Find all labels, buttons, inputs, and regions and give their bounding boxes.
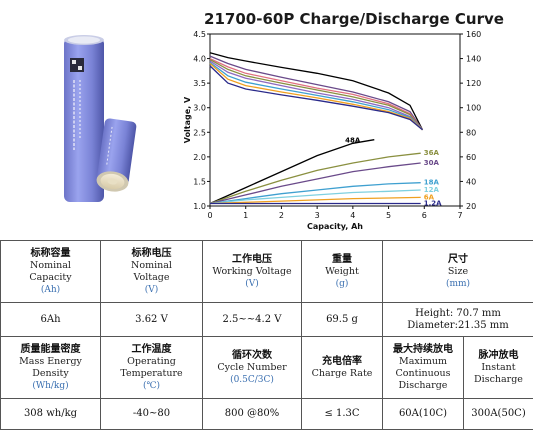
- header-cycle-number: 循环次数 Cycle Number (0.5C/3C): [203, 337, 302, 399]
- x-tick-label: 6: [422, 211, 427, 220]
- y2-tick-label: 140: [466, 55, 481, 64]
- y-tick-label: 1.5: [193, 177, 206, 186]
- y2-tick-label: 20: [466, 202, 476, 211]
- battery-photo: [0, 0, 168, 232]
- y2-tick-label: 120: [466, 79, 481, 88]
- value-max-continuous-discharge: 60A(10C): [383, 399, 464, 430]
- temperature-curve-48A: [210, 140, 374, 204]
- value-operating-temperature: -40~80: [101, 399, 203, 430]
- header-charge-rate: 充电倍率 Charge Rate: [302, 337, 383, 399]
- series-label-1.2A: 1.2A: [424, 200, 442, 208]
- series-label-48A: 48A: [345, 137, 361, 145]
- series-label-30A: 30A: [424, 159, 440, 167]
- y-tick-label: 2.5: [193, 128, 206, 137]
- y-tick-label: 4.0: [193, 55, 206, 64]
- header-working-voltage: 工作电压 Working Voltage (V): [203, 241, 302, 303]
- x-tick-label: 2: [279, 211, 284, 220]
- value-charge-rate: ≤ 1.3C: [302, 399, 383, 430]
- chart-title: 21700-60P Charge/Discharge Curve: [204, 10, 504, 28]
- header-weight: 重量 Weight (g): [302, 241, 383, 303]
- value-size: Height: 70.7 mm Diameter:21.35 mm: [383, 303, 533, 337]
- plot-frame: [210, 34, 460, 206]
- value-instant-discharge: 300A(50C): [464, 399, 533, 430]
- y-tick-label: 2.0: [193, 153, 206, 162]
- y2-tick-label: 80: [466, 128, 476, 137]
- value-mass-energy-density: 308 wh/kg: [1, 399, 101, 430]
- y-axis-label: Voltage, V: [183, 96, 192, 143]
- charge-discharge-chart: 21700-60P Charge/Discharge Curve 0 1 2 3 4 5 6…: [178, 0, 533, 240]
- x-tick-label: 3: [315, 211, 320, 220]
- spec-header-row-1: 标称容量 Nominal Capacity (Ah) 标称电压 Nominal …: [1, 241, 533, 303]
- value-diameter: Diameter:21.35 mm: [385, 320, 531, 332]
- header-size: 尺寸 Size (mm): [383, 241, 533, 303]
- header-instant-discharge: 脉冲放电 Instant Discharge: [464, 337, 533, 399]
- x-tick-label: 7: [457, 211, 462, 220]
- header-max-continuous-discharge: 最大持续放电 Maximum Continuous Discharge: [383, 337, 464, 399]
- spec-header-row-2: 质量能量密度 Mass Energy Density (Wh/kg) 工作温度 …: [1, 337, 533, 399]
- y-tick-label: 4.5: [193, 30, 206, 39]
- y2-tick-label: 100: [466, 104, 481, 113]
- header-nominal-capacity: 标称容量 Nominal Capacity (Ah): [1, 241, 101, 303]
- y2-tick-label: 40: [466, 177, 476, 186]
- x-axis-label: Capacity, Ah: [307, 222, 363, 231]
- x-tick-label: 0: [207, 211, 212, 220]
- y-tick-label: 3.5: [193, 79, 206, 88]
- voltage-curve-0: [210, 53, 423, 130]
- value-cycle-number: 800 @80%: [203, 399, 302, 430]
- x-tick-label: 1: [243, 211, 248, 220]
- spec-value-row-2: 308 wh/kg -40~80 800 @80% ≤ 1.3C 60A(10C…: [1, 399, 533, 430]
- value-working-voltage: 2.5~~4.2 V: [203, 303, 302, 337]
- series-label-36A: 36A: [424, 149, 440, 157]
- value-nominal-voltage: 3.62 V: [101, 303, 203, 337]
- x-tick-label: 4: [350, 211, 355, 220]
- y-tick-label: 1.0: [193, 202, 206, 211]
- value-weight: 69.5 g: [302, 303, 383, 337]
- y-tick-label: 3.0: [193, 104, 206, 113]
- value-height: Height: 70.7 mm: [385, 308, 531, 320]
- header-nominal-voltage: 标称电压 Nominal Voltage (V): [101, 241, 203, 303]
- header-mass-energy-density: 质量能量密度 Mass Energy Density (Wh/kg): [1, 337, 101, 399]
- header-operating-temperature: 工作温度 Operating Temperature (℃): [101, 337, 203, 399]
- spec-value-row-1: 6Ah 3.62 V 2.5~~4.2 V 69.5 g Height: 70.…: [1, 303, 533, 337]
- value-nominal-capacity: 6Ah: [1, 303, 101, 337]
- x-tick-label: 5: [386, 211, 391, 220]
- y2-tick-label: 60: [466, 153, 476, 162]
- y2-tick-label: 160: [466, 30, 481, 39]
- chart-canvas: 21700-60P Charge/Discharge Curve 0 1 2 3 4 5 6…: [178, 0, 533, 240]
- spec-table: 标称容量 Nominal Capacity (Ah) 标称电压 Nominal …: [0, 240, 533, 430]
